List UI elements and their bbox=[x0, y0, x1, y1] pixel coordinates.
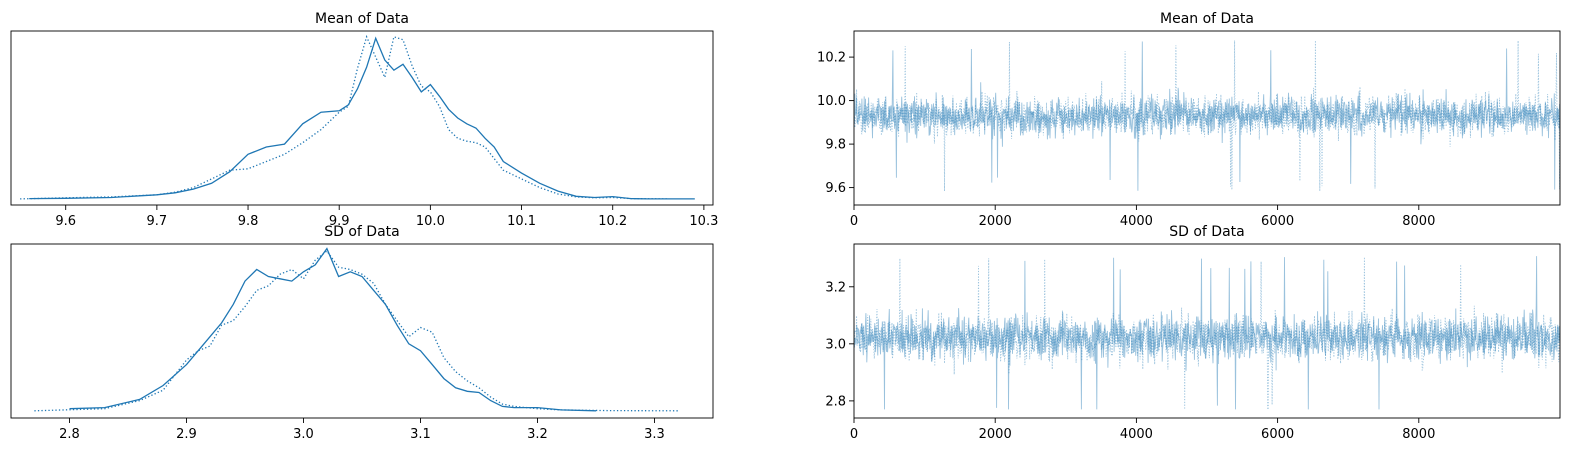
sd-trace-xtick-label: 8000 bbox=[1402, 427, 1435, 442]
mean-density-chain-2-line bbox=[20, 34, 668, 200]
sd-trace-xtick-label: 4000 bbox=[1120, 427, 1153, 442]
sd-density-xtick-label: 3.3 bbox=[644, 427, 665, 442]
sd-trace-xtick-label: 2000 bbox=[979, 427, 1012, 442]
mean-density-xtick-label: 9.9 bbox=[329, 214, 350, 229]
mean-density-title: Mean of Data bbox=[315, 11, 409, 27]
mean-trace-ytick-label: 10.2 bbox=[817, 51, 846, 66]
mean-density-plot-area bbox=[20, 34, 695, 200]
sd-density-title: SD of Data bbox=[324, 224, 400, 240]
mean-density-xtick-label: 10.2 bbox=[598, 214, 627, 229]
sd-trace-chain-2-trace bbox=[854, 257, 1560, 410]
mean-density-axes: 9.6 9.7 9.8 9.9 10.0 10.1 10.2 10.3 Mean of Data bbox=[10, 11, 718, 229]
mean-trace-xtick-label: 8000 bbox=[1402, 214, 1435, 229]
sd-trace-xtick-label: 6000 bbox=[1261, 427, 1294, 442]
mean-trace-chain-2-trace bbox=[854, 40, 1560, 192]
mean-density-xtick-label: 9.8 bbox=[238, 214, 259, 229]
mean-density-xtick-label: 9.6 bbox=[55, 214, 76, 229]
sd-trace-frame bbox=[853, 243, 1561, 419]
sd-density-xtick-label: 2.8 bbox=[59, 427, 80, 442]
sd-density-chain-1-line bbox=[69, 247, 597, 412]
sd-density-plot-area bbox=[34, 247, 678, 412]
mean-density-chain-1-line bbox=[29, 36, 695, 200]
sd-density-chain-2-line bbox=[34, 250, 678, 412]
sd-density-xtick-label: 2.9 bbox=[176, 427, 197, 442]
mean-trace-ytick-label: 9.6 bbox=[825, 181, 846, 196]
mean-density-xtick-label: 10.1 bbox=[507, 214, 536, 229]
mean-density-frame bbox=[10, 30, 714, 206]
mean-trace-chain-1-trace bbox=[854, 41, 1560, 191]
sd-density-frame bbox=[10, 243, 714, 419]
sd-trace-plot-area bbox=[854, 256, 1560, 410]
sd-trace-title: SD of Data bbox=[1169, 224, 1245, 240]
mean-density-xtick-label: 9.7 bbox=[147, 214, 168, 229]
mean-trace-title: Mean of Data bbox=[1160, 11, 1254, 27]
sd-trace-xtick-label: 0 bbox=[850, 427, 858, 442]
sd-density-axes: 2.8 2.9 3.0 3.1 3.2 3.3 SD of Data bbox=[10, 224, 714, 442]
sd-density-xtick-label: 3.1 bbox=[410, 427, 431, 442]
mean-trace-plot-area bbox=[854, 40, 1560, 192]
mean-trace-ytick-label: 9.8 bbox=[825, 138, 846, 153]
mean-trace-xtick-label: 2000 bbox=[979, 214, 1012, 229]
mean-trace-ytick-label: 10.0 bbox=[817, 94, 846, 109]
mean-trace-xtick-label: 6000 bbox=[1261, 214, 1294, 229]
sd-density-xtick-label: 3.2 bbox=[527, 427, 548, 442]
sd-trace-ytick-label: 3.0 bbox=[825, 337, 846, 352]
sd-trace-chain-1-trace bbox=[854, 256, 1560, 410]
mean-trace-axes: 0 2000 4000 6000 8000 9.6 9.8 10.0 10.2 Mean of D… bbox=[817, 11, 1561, 229]
mean-trace-xtick-label: 0 bbox=[850, 214, 858, 229]
mean-density-xtick-label: 10.3 bbox=[689, 214, 718, 229]
sd-density-xtick-label: 3.0 bbox=[293, 427, 314, 442]
sd-trace-axes: 0 2000 4000 6000 8000 2.8 3.0 3.2 SD of Data bbox=[825, 224, 1561, 442]
mean-density-xtick-label: 10.0 bbox=[416, 214, 445, 229]
mean-trace-frame bbox=[853, 30, 1561, 206]
sd-trace-ytick-label: 3.2 bbox=[825, 280, 846, 295]
mean-trace-xtick-label: 4000 bbox=[1120, 214, 1153, 229]
sd-trace-ytick-label: 2.8 bbox=[825, 394, 846, 409]
